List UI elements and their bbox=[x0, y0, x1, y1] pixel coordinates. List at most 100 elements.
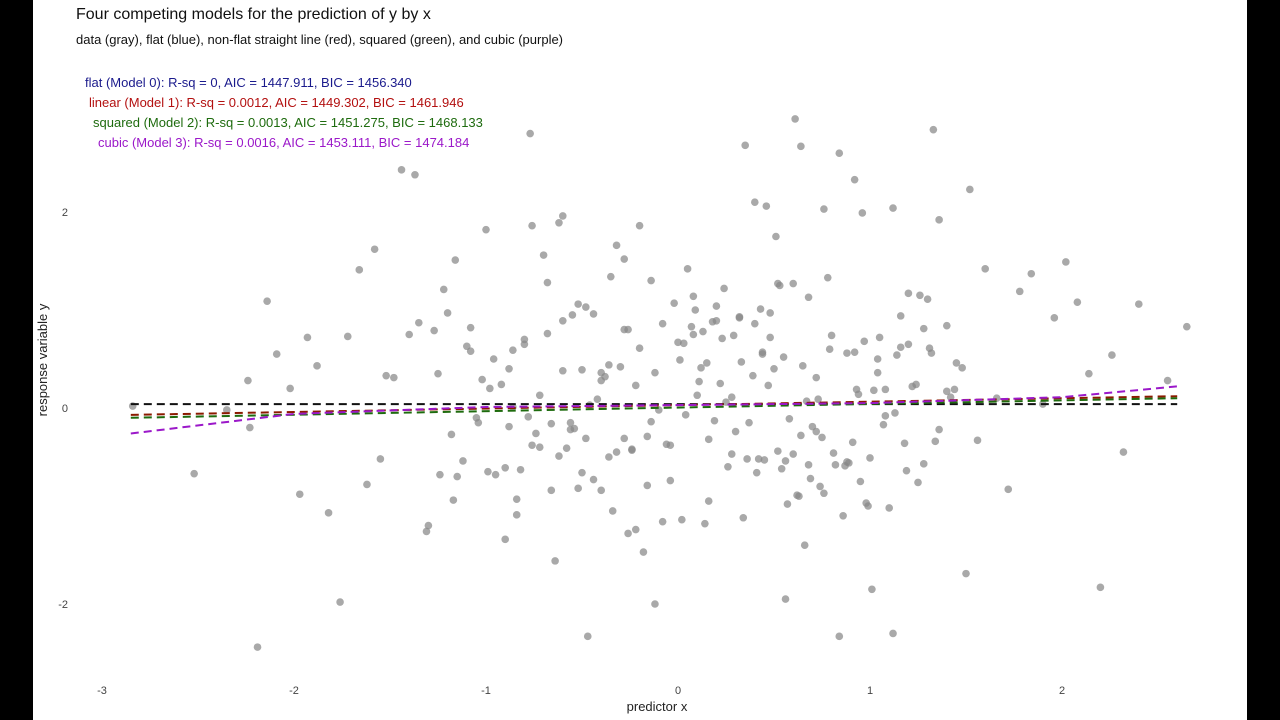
data-point bbox=[376, 455, 385, 463]
data-point bbox=[434, 369, 442, 378]
data-point bbox=[695, 377, 703, 386]
data-point bbox=[605, 361, 613, 369]
data-point bbox=[583, 632, 592, 641]
data-point bbox=[708, 317, 717, 326]
data-point bbox=[555, 218, 563, 227]
data-point bbox=[1004, 485, 1013, 494]
data-point bbox=[745, 418, 753, 427]
data-point bbox=[699, 327, 707, 336]
data-point bbox=[777, 464, 786, 473]
data-point bbox=[904, 289, 913, 298]
data-point bbox=[727, 450, 736, 458]
data-point bbox=[797, 142, 805, 151]
model-line-squared bbox=[130, 397, 1178, 419]
data-point bbox=[608, 507, 617, 515]
data-point bbox=[397, 166, 406, 174]
data-point bbox=[850, 348, 859, 356]
data-point bbox=[253, 643, 262, 651]
data-point bbox=[919, 460, 928, 468]
data-point bbox=[303, 333, 312, 342]
data-point bbox=[816, 482, 824, 491]
data-point bbox=[856, 477, 865, 486]
data-point bbox=[535, 391, 544, 400]
data-point bbox=[762, 202, 771, 210]
data-point bbox=[643, 432, 652, 441]
annotation-model-0: flat (Model 0): R-sq = 0, AIC = 1447.911… bbox=[85, 75, 412, 90]
data-point bbox=[574, 484, 582, 493]
data-point bbox=[551, 557, 559, 565]
data-point bbox=[643, 481, 652, 490]
data-point bbox=[532, 429, 540, 438]
data-point bbox=[447, 430, 456, 439]
data-point bbox=[528, 441, 536, 450]
data-point bbox=[850, 175, 859, 184]
data-point bbox=[430, 326, 438, 335]
data-point bbox=[749, 371, 757, 380]
data-point bbox=[543, 278, 552, 287]
data-point bbox=[806, 474, 815, 483]
data-point bbox=[783, 500, 792, 508]
data-point bbox=[620, 255, 629, 263]
data-point bbox=[839, 512, 847, 520]
data-point bbox=[658, 319, 667, 328]
data-point bbox=[908, 382, 917, 391]
y-axis-title: response variable y bbox=[35, 303, 50, 416]
data-point bbox=[295, 490, 304, 499]
data-point bbox=[424, 521, 433, 530]
data-point bbox=[868, 585, 876, 594]
data-point bbox=[578, 468, 586, 477]
data-point bbox=[827, 331, 836, 340]
data-point bbox=[589, 475, 598, 484]
data-point bbox=[916, 291, 924, 300]
data-point bbox=[484, 467, 492, 476]
chart-subtitle: data (gray), flat (blue), non-flat strai… bbox=[76, 32, 564, 47]
data-point bbox=[512, 495, 521, 503]
data-point bbox=[683, 265, 692, 273]
x-tick-label: 1 bbox=[867, 685, 873, 697]
data-point bbox=[718, 334, 726, 343]
data-point bbox=[597, 486, 605, 495]
data-point bbox=[405, 330, 414, 339]
data-point bbox=[566, 418, 575, 427]
data-point bbox=[881, 385, 890, 394]
data-point bbox=[896, 343, 905, 352]
data-point bbox=[324, 509, 333, 517]
data-point bbox=[914, 478, 922, 487]
data-point bbox=[436, 470, 444, 479]
data-point bbox=[526, 129, 534, 138]
data-point bbox=[1135, 300, 1143, 308]
data-point bbox=[651, 368, 659, 377]
data-point bbox=[687, 322, 696, 331]
data-point bbox=[681, 411, 690, 419]
data-point bbox=[449, 496, 458, 504]
data-point bbox=[902, 466, 911, 475]
data-point bbox=[478, 375, 486, 384]
data-point bbox=[870, 386, 878, 395]
data-point bbox=[764, 381, 773, 390]
data-point bbox=[559, 366, 567, 375]
data-point bbox=[789, 450, 797, 458]
data-point bbox=[1163, 376, 1172, 385]
annotation-model-1: linear (Model 1): R-sq = 0.0012, AIC = 1… bbox=[89, 95, 464, 110]
data-point bbox=[635, 344, 644, 353]
data-point bbox=[1027, 269, 1036, 278]
data-point bbox=[489, 355, 498, 363]
data-point bbox=[946, 393, 955, 402]
data-point bbox=[724, 463, 732, 471]
data-point bbox=[620, 434, 629, 443]
data-point bbox=[555, 452, 563, 460]
data-point bbox=[674, 338, 682, 347]
data-point bbox=[931, 437, 940, 446]
data-point bbox=[789, 279, 797, 288]
data-point bbox=[743, 455, 751, 463]
data-point bbox=[835, 149, 844, 157]
data-point bbox=[516, 465, 525, 474]
data-point bbox=[751, 319, 759, 328]
data-point bbox=[891, 409, 899, 417]
data-point bbox=[900, 439, 909, 448]
data-point bbox=[785, 414, 794, 423]
data-point bbox=[720, 284, 728, 293]
data-point bbox=[779, 353, 788, 361]
data-point bbox=[505, 365, 513, 373]
data-point bbox=[524, 413, 533, 421]
